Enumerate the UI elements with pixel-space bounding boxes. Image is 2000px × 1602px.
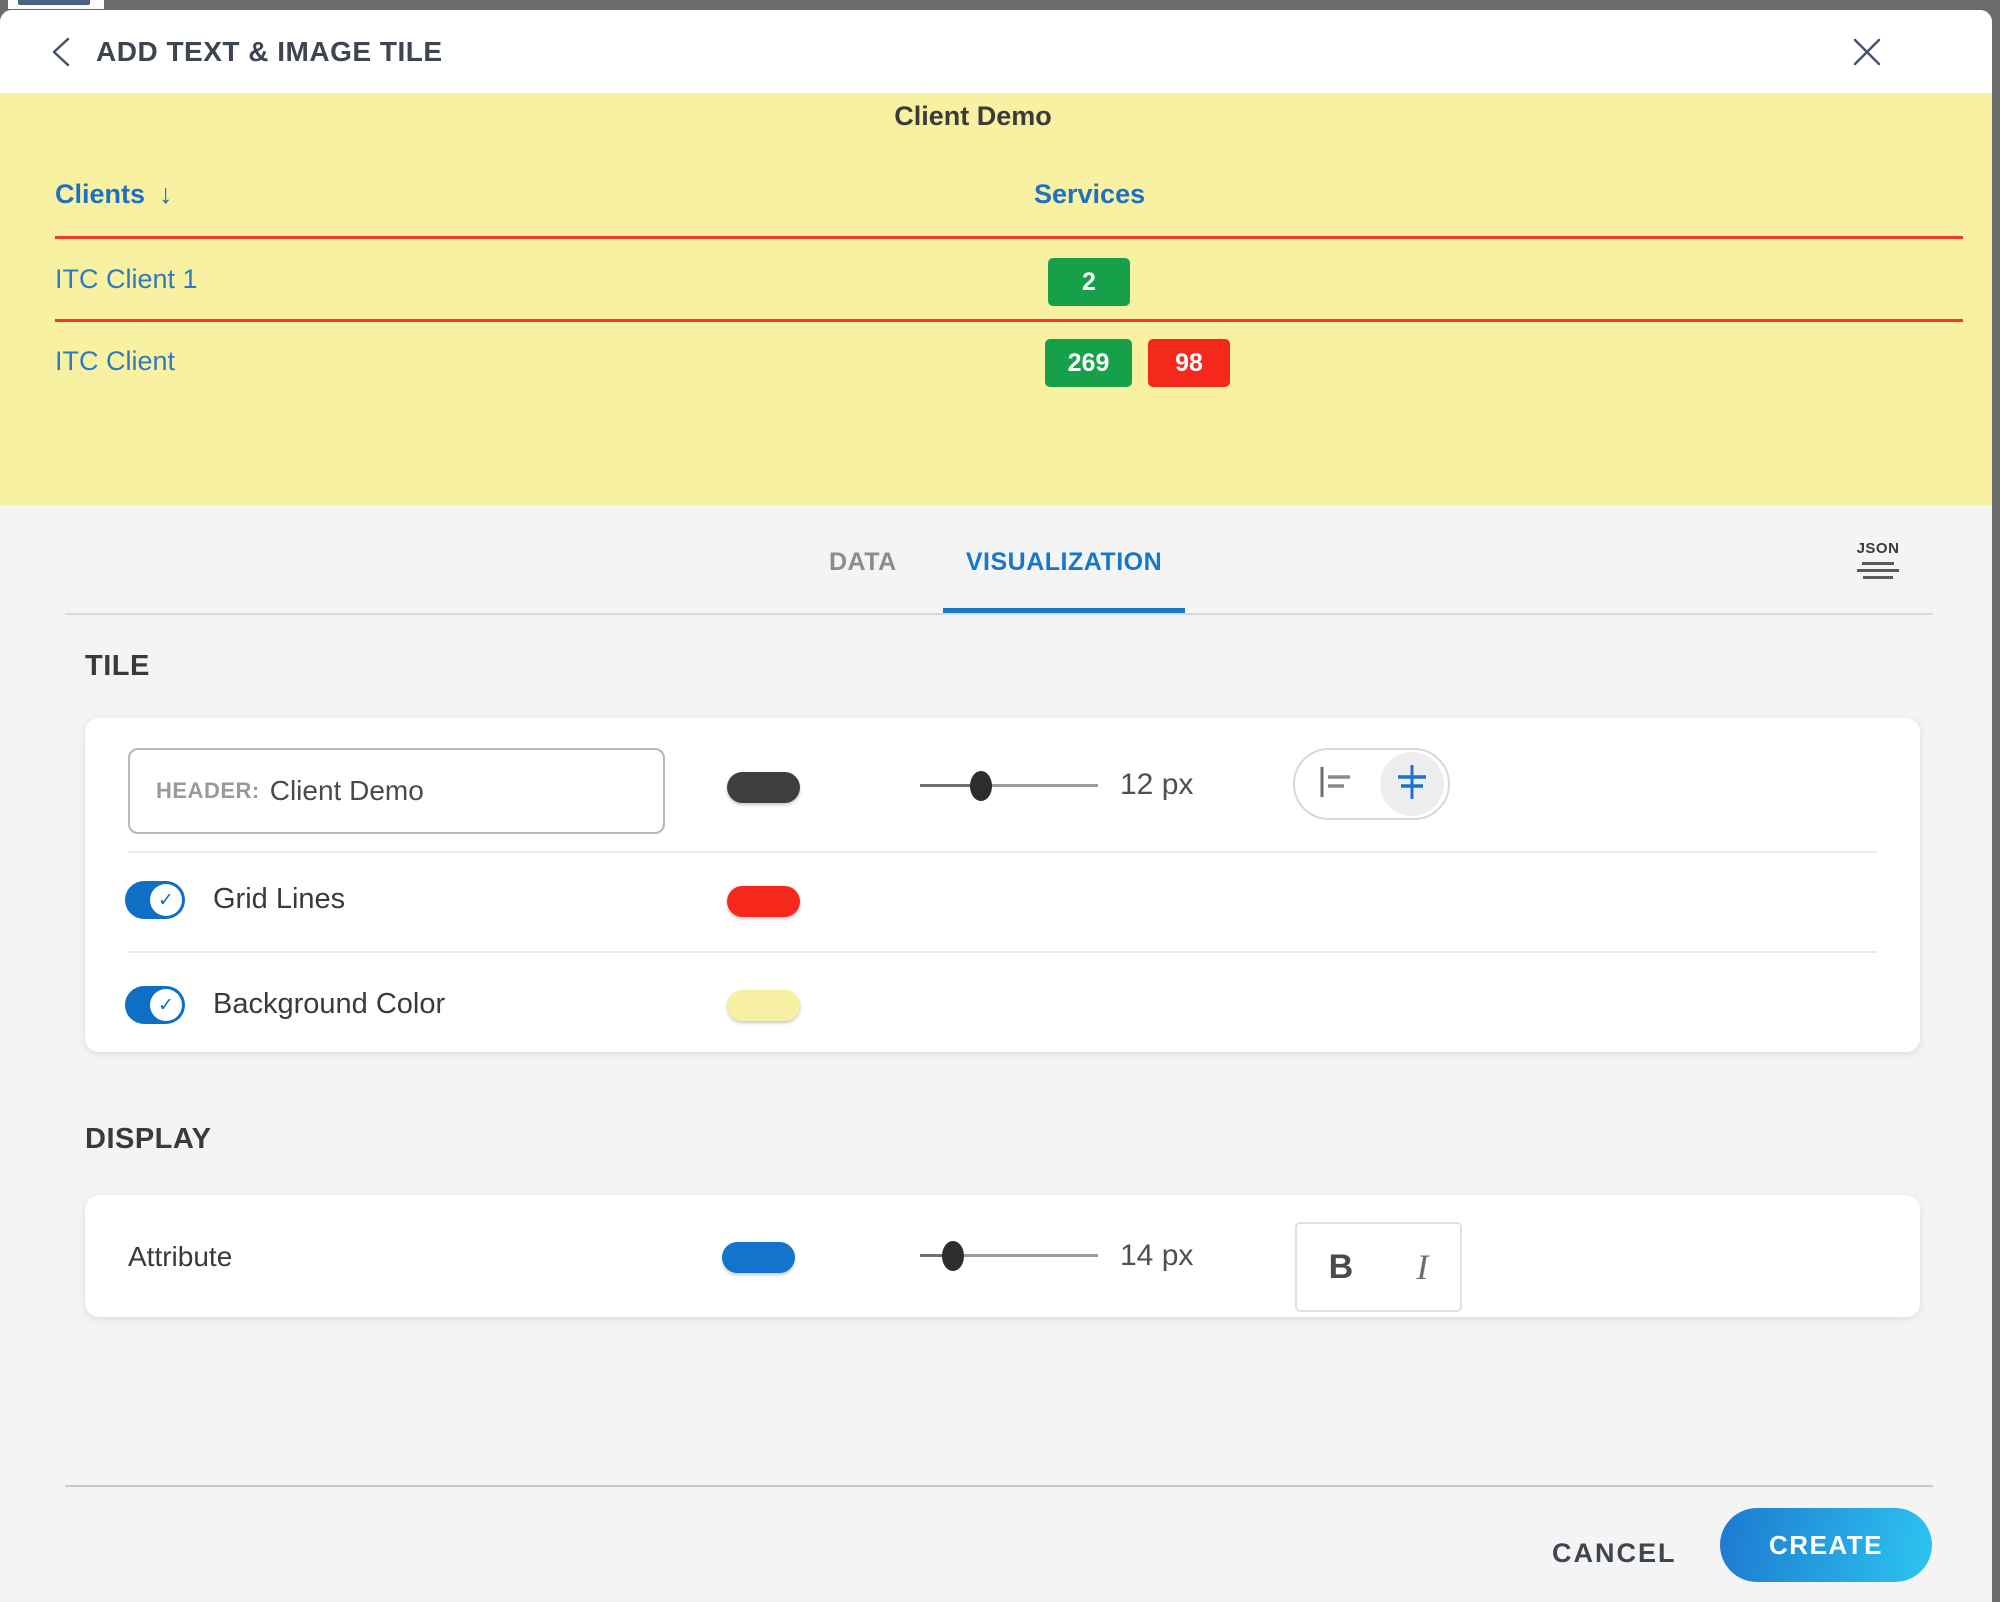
column-header-clients[interactable]: Clients ↓ xyxy=(55,179,173,209)
clipped-page-text xyxy=(18,0,90,5)
tile-settings-card: HEADER: Client Demo 12 px xyxy=(85,718,1920,1052)
header-text-input[interactable]: HEADER: Client Demo xyxy=(128,748,665,834)
page-edge-fragment xyxy=(8,0,104,9)
slider-thumb[interactable] xyxy=(970,771,992,801)
background-color-toggle[interactable]: ✓ xyxy=(125,986,185,1024)
tile-section-title: TILE xyxy=(85,650,150,682)
column-header-services[interactable]: Services xyxy=(1034,179,1146,209)
tile-preview: Client Demo Clients ↓ Services ITC Client… xyxy=(0,93,1992,505)
background-color-swatch[interactable] xyxy=(727,990,800,1021)
client-name-link[interactable]: ITC Client 1 xyxy=(55,264,198,294)
create-button[interactable]: CREATE xyxy=(1720,1508,1932,1582)
check-icon: ✓ xyxy=(150,884,182,916)
header-input-value: Client Demo xyxy=(269,775,424,806)
align-left-icon xyxy=(1318,766,1352,803)
preview-grid-line xyxy=(55,236,1963,239)
service-count-badge: 2 xyxy=(1048,258,1130,306)
cancel-button[interactable]: CANCEL xyxy=(1552,1538,1677,1568)
header-color-swatch[interactable] xyxy=(727,772,800,803)
check-icon: ✓ xyxy=(150,989,182,1021)
align-center-button[interactable] xyxy=(1380,752,1444,816)
json-icon: JSON xyxy=(1856,540,1900,557)
tab-data[interactable]: DATA xyxy=(829,548,897,576)
close-icon xyxy=(1847,38,1887,76)
italic-button[interactable]: I xyxy=(1416,1247,1429,1287)
bold-button[interactable]: B xyxy=(1328,1247,1354,1286)
back-button[interactable] xyxy=(44,33,82,71)
slider-thumb[interactable] xyxy=(942,1241,964,1271)
grid-color-swatch[interactable] xyxy=(727,886,800,917)
slider-fill xyxy=(920,1254,953,1257)
align-center-icon xyxy=(1395,764,1429,805)
attribute-color-swatch[interactable] xyxy=(722,1242,795,1273)
attribute-label: Attribute xyxy=(128,1241,233,1272)
tab-baseline-divider xyxy=(65,613,1933,615)
align-left-button[interactable] xyxy=(1303,752,1367,816)
tab-visualization[interactable]: VISUALIZATION xyxy=(943,536,1185,615)
dialog-header: ADD TEXT & IMAGE TILE xyxy=(0,10,1992,93)
divider xyxy=(128,951,1877,953)
chevron-left-icon xyxy=(44,37,82,75)
divider xyxy=(128,851,1877,853)
slider-track xyxy=(920,784,1098,787)
display-section-title: DISPLAY xyxy=(85,1123,212,1155)
grid-lines-label: Grid Lines xyxy=(213,883,346,915)
header-size-slider[interactable] xyxy=(920,771,1098,801)
slider-track xyxy=(920,1254,1098,1257)
client-name-link[interactable]: ITC Client xyxy=(55,346,176,376)
slider-fill xyxy=(920,784,981,787)
dialog-title: ADD TEXT & IMAGE TILE xyxy=(96,36,443,67)
sort-down-icon: ↓ xyxy=(159,179,173,209)
header-size-value: 12 px xyxy=(1120,768,1194,801)
preview-title: Client Demo xyxy=(894,101,1052,131)
background-color-label: Background Color xyxy=(213,988,446,1020)
json-view-button[interactable]: JSON xyxy=(1852,540,1904,579)
attribute-size-slider[interactable] xyxy=(920,1241,1098,1271)
attribute-size-value: 14 px xyxy=(1120,1239,1194,1272)
add-tile-dialog: ADD TEXT & IMAGE TILE Client Demo Client… xyxy=(0,10,1992,1602)
footer-divider xyxy=(65,1485,1933,1487)
preview-grid-line xyxy=(55,319,1963,322)
grid-lines-toggle[interactable]: ✓ xyxy=(125,881,185,919)
service-count-badge: 98 xyxy=(1148,339,1230,387)
text-style-group: B I xyxy=(1295,1222,1462,1312)
service-count-badge: 269 xyxy=(1045,339,1132,387)
header-input-prefix: HEADER: xyxy=(156,778,260,803)
alignment-toggle-group xyxy=(1293,748,1450,820)
close-button[interactable] xyxy=(1847,32,1887,72)
display-settings-card: Attribute 14 px B I xyxy=(85,1195,1920,1317)
